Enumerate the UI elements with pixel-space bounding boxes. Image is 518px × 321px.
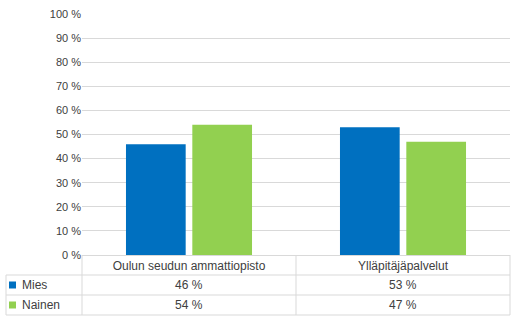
svg-text:Nainen: Nainen	[22, 298, 60, 312]
svg-text:30 %: 30 %	[56, 177, 81, 189]
svg-text:Mies: Mies	[22, 278, 47, 292]
svg-text:46 %: 46 %	[175, 278, 203, 292]
svg-text:53 %: 53 %	[389, 278, 417, 292]
svg-text:40 %: 40 %	[56, 152, 81, 164]
svg-text:0 %: 0 %	[62, 249, 81, 261]
svg-text:70 %: 70 %	[56, 80, 81, 92]
svg-text:90 %: 90 %	[56, 32, 81, 44]
svg-text:10 %: 10 %	[56, 225, 81, 237]
svg-text:Ylläpitäjäpalvelut: Ylläpitäjäpalvelut	[358, 259, 449, 273]
svg-text:50 %: 50 %	[56, 128, 81, 140]
svg-text:20 %: 20 %	[56, 201, 81, 213]
svg-text:54 %: 54 %	[175, 298, 203, 312]
svg-text:Oulun seudun ammattiopisto: Oulun seudun ammattiopisto	[113, 259, 266, 273]
svg-text:47 %: 47 %	[389, 298, 417, 312]
svg-text:60 %: 60 %	[56, 104, 81, 116]
svg-text:100 %: 100 %	[50, 8, 81, 20]
svg-text:80 %: 80 %	[56, 56, 81, 68]
